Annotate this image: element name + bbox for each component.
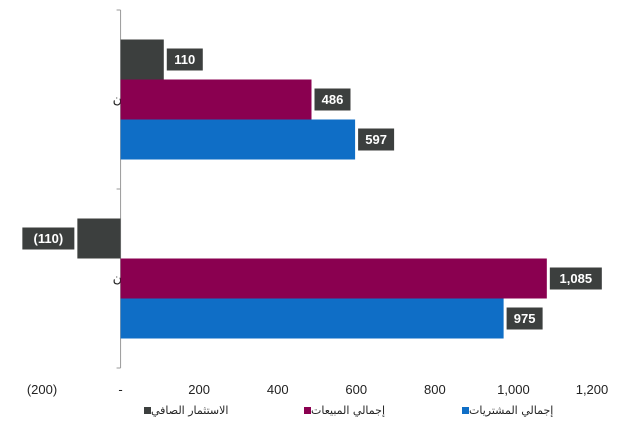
legend-label-total-purchases: إجمالي المشتريات bbox=[469, 404, 554, 417]
bar-chart: غير قطريون110486597قطريون(110)1,085975(2… bbox=[22, 9, 609, 397]
x-tick-label: 400 bbox=[267, 382, 289, 397]
data-label-box bbox=[506, 307, 543, 330]
x-tick-label: (200) bbox=[27, 382, 57, 397]
x-tick-label: 800 bbox=[424, 382, 446, 397]
data-label-box bbox=[22, 227, 75, 250]
legend-label-net-investment: الاستثمار الصافي bbox=[151, 404, 229, 417]
legend-label-total-sales: إجمالي المبيعات bbox=[311, 404, 386, 417]
data-label: 975 bbox=[514, 311, 536, 326]
legend-swatch-net-investment bbox=[144, 407, 151, 414]
legend: الاستثمار الصافي إجمالي المبيعات إجمالي … bbox=[0, 404, 622, 428]
data-label-box bbox=[549, 267, 602, 290]
x-tick-label: 600 bbox=[345, 382, 367, 397]
data-label: 486 bbox=[322, 92, 344, 107]
bar bbox=[120, 79, 312, 120]
data-label: 597 bbox=[365, 132, 387, 147]
data-label: (110) bbox=[34, 231, 64, 246]
data-label: 1,085 bbox=[560, 271, 593, 286]
x-tick-label: - bbox=[118, 382, 122, 397]
data-label-box bbox=[358, 128, 395, 151]
legend-item-total-purchases: إجمالي المشتريات bbox=[458, 404, 553, 417]
legend-item-net-investment: الاستثمار الصافي bbox=[140, 404, 228, 417]
bar bbox=[77, 218, 121, 259]
bar bbox=[120, 298, 504, 339]
data-label: 110 bbox=[174, 52, 195, 67]
data-label-box bbox=[314, 88, 351, 111]
bar bbox=[120, 258, 547, 299]
bar bbox=[120, 39, 164, 80]
legend-item-total-sales: إجمالي المبيعات bbox=[300, 404, 385, 417]
x-tick-label: 200 bbox=[188, 382, 210, 397]
legend-swatch-total-sales bbox=[304, 407, 311, 414]
legend-swatch-total-purchases bbox=[462, 407, 469, 414]
data-label-box bbox=[166, 48, 203, 71]
x-tick-label: 1,200 bbox=[576, 382, 609, 397]
x-tick-label: 1,000 bbox=[497, 382, 530, 397]
bar bbox=[120, 119, 356, 160]
